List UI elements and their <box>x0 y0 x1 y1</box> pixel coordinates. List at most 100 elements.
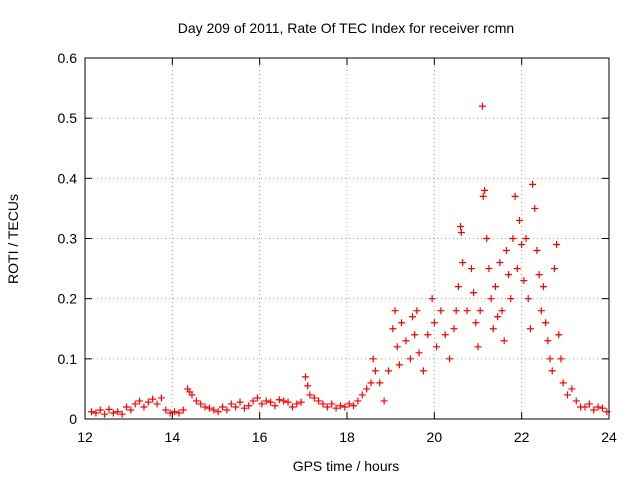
data-point <box>548 367 556 375</box>
data-point <box>457 228 465 236</box>
data-point <box>341 403 349 411</box>
data-point <box>140 403 148 411</box>
data-point <box>245 402 253 410</box>
data-point <box>367 379 375 387</box>
data-point <box>478 102 486 110</box>
data-point <box>520 277 528 285</box>
data-point <box>201 403 209 411</box>
data-point <box>88 408 96 416</box>
data-point <box>304 382 312 390</box>
y-tick-label: 0.4 <box>58 170 78 186</box>
data-point <box>262 397 270 405</box>
data-point <box>479 192 487 200</box>
data-point <box>363 385 371 393</box>
data-point <box>395 361 403 369</box>
data-point <box>149 395 157 403</box>
data-point <box>500 337 508 345</box>
data-point <box>293 400 301 408</box>
data-point <box>585 400 593 408</box>
data-point <box>275 396 283 404</box>
data-point <box>437 307 445 315</box>
data-point <box>197 400 205 408</box>
data-point <box>310 394 318 402</box>
data-point <box>406 355 414 363</box>
data-point <box>371 367 379 375</box>
data-point <box>323 403 331 411</box>
data-point <box>550 265 558 273</box>
data-point <box>559 379 567 387</box>
data-point <box>332 404 340 412</box>
data-point <box>358 391 366 399</box>
data-point <box>598 404 606 412</box>
data-point <box>502 247 510 255</box>
data-point <box>171 408 179 416</box>
data-point <box>188 391 196 399</box>
data-point <box>413 307 421 315</box>
data-point <box>568 385 576 393</box>
x-axis-label: GPS time / hours <box>293 458 400 474</box>
data-point <box>505 271 513 279</box>
data-point <box>192 397 200 405</box>
data-point <box>350 402 358 410</box>
data-point <box>533 247 541 255</box>
data-point <box>474 343 482 351</box>
y-tick-label: 0 <box>69 411 77 427</box>
data-point <box>496 259 504 267</box>
x-tick-label: 14 <box>165 429 181 445</box>
data-point <box>509 235 517 242</box>
data-point <box>131 400 139 408</box>
data-point <box>345 400 353 408</box>
data-point <box>249 397 257 405</box>
data-point <box>470 289 478 297</box>
data-point <box>157 394 165 402</box>
data-point <box>297 398 305 406</box>
data-point <box>236 398 244 406</box>
data-point <box>498 307 506 315</box>
data-point <box>210 406 218 414</box>
data-point <box>271 402 279 410</box>
x-tick-label: 22 <box>514 429 530 445</box>
data-point <box>459 259 467 267</box>
data-point <box>524 295 532 303</box>
data-point <box>457 222 465 230</box>
data-point <box>328 400 336 408</box>
data-point <box>402 337 410 345</box>
data-point <box>430 319 438 327</box>
data-point <box>428 295 436 303</box>
data-point <box>594 403 602 411</box>
data-point <box>433 343 441 351</box>
data-point <box>118 410 126 418</box>
data-point <box>105 405 113 413</box>
data-point <box>336 402 344 410</box>
data-point <box>389 325 397 333</box>
x-tick-label: 24 <box>601 429 617 445</box>
axis-ticks: 12 14 16 18 20 22 24 0 0.1 0.2 0.3 0.4 0.5 0.6 <box>58 50 617 445</box>
y-tick-label: 0.6 <box>58 50 78 66</box>
data-point <box>219 403 227 411</box>
data-point <box>369 355 377 363</box>
data-point <box>515 216 523 224</box>
data-point <box>446 355 454 363</box>
data-point <box>544 337 552 345</box>
data-point <box>153 400 161 408</box>
data-point <box>481 186 489 194</box>
data-point <box>531 204 539 212</box>
data-point <box>114 408 122 416</box>
data-point <box>127 406 135 414</box>
data-point <box>175 409 183 417</box>
data-point <box>223 406 231 414</box>
data-point <box>411 331 419 339</box>
data-point <box>409 313 416 321</box>
data-point <box>572 397 580 405</box>
data-point <box>557 355 565 363</box>
data-point <box>540 283 547 291</box>
data-point <box>489 325 497 333</box>
data-point <box>96 406 104 414</box>
data-point <box>288 403 296 411</box>
data-point <box>136 397 144 405</box>
data-point <box>354 397 362 405</box>
data-point <box>450 325 458 333</box>
data-point <box>162 406 170 414</box>
data-point <box>179 406 187 414</box>
data-point <box>463 307 471 315</box>
